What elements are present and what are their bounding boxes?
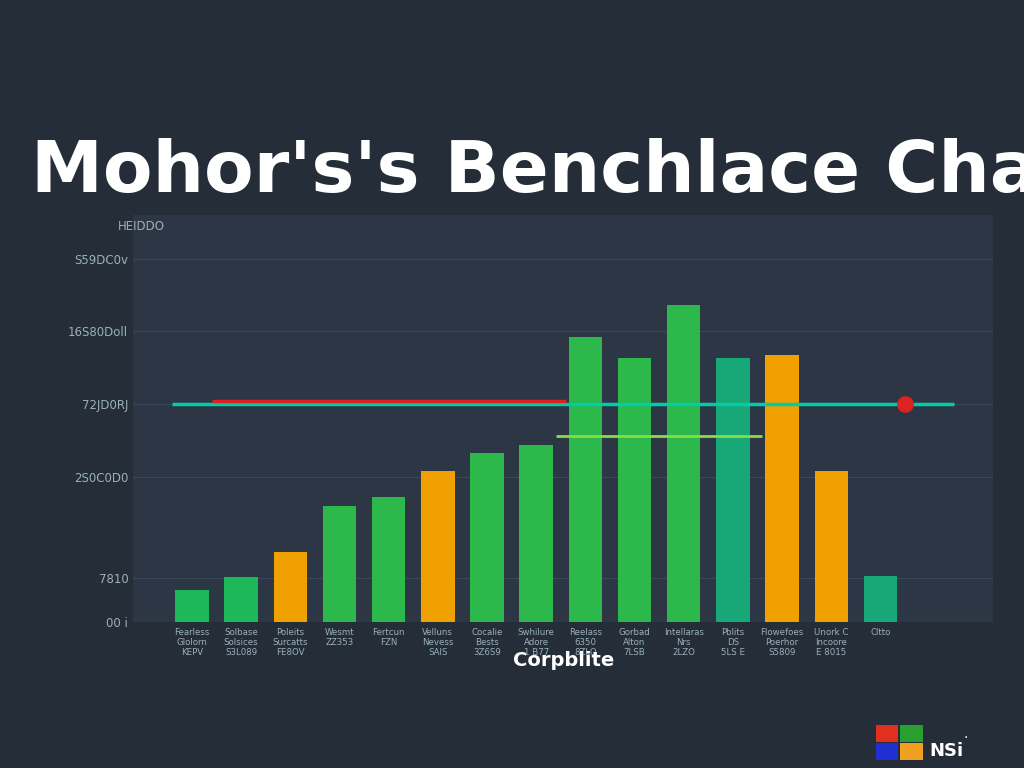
Bar (617, 358, 651, 622)
Bar (224, 577, 258, 622)
Bar (323, 506, 356, 622)
Text: NSi: NSi (930, 742, 964, 760)
Text: Corpblite: Corpblite (513, 651, 613, 670)
Text: ·: · (964, 731, 968, 745)
Text: HEIDDO: HEIDDO (118, 220, 165, 233)
Bar (716, 358, 750, 622)
Bar (814, 471, 848, 622)
Bar (519, 445, 553, 622)
Bar (273, 552, 307, 622)
Bar (372, 497, 406, 622)
Bar (667, 305, 700, 622)
Bar (421, 471, 455, 622)
Bar (470, 453, 504, 622)
Bar (175, 590, 209, 622)
Bar (765, 355, 799, 622)
Bar (863, 575, 897, 622)
Bar (568, 337, 602, 622)
Text: Mohor's's Benchlace Chart: Mohor's's Benchlace Chart (31, 138, 1024, 207)
